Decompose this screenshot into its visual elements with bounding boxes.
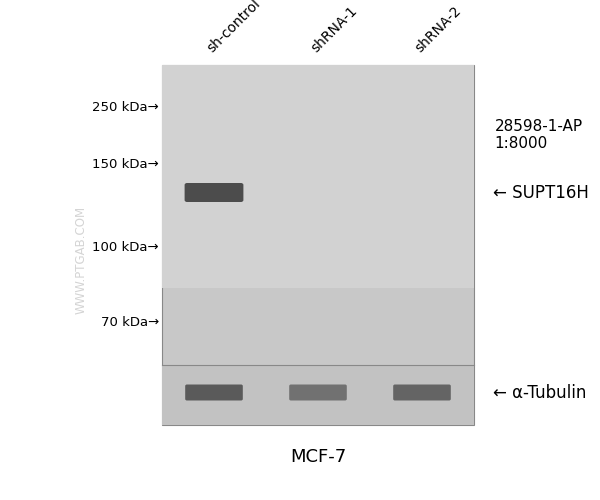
Text: WWW.PTGAB.COM: WWW.PTGAB.COM: [74, 206, 88, 314]
FancyBboxPatch shape: [185, 183, 244, 202]
FancyBboxPatch shape: [393, 384, 451, 400]
FancyBboxPatch shape: [185, 384, 243, 400]
Text: 28598-1-AP
1:8000: 28598-1-AP 1:8000: [494, 119, 583, 151]
Text: ← SUPT16H: ← SUPT16H: [493, 184, 589, 202]
FancyBboxPatch shape: [289, 384, 347, 400]
Bar: [162, 365, 474, 425]
Text: 150 kDa→: 150 kDa→: [92, 158, 159, 172]
Text: 250 kDa→: 250 kDa→: [92, 101, 159, 114]
Text: sh-control: sh-control: [204, 0, 263, 55]
Text: shRNA-2: shRNA-2: [412, 4, 464, 55]
Text: ← α-Tubulin: ← α-Tubulin: [493, 384, 587, 402]
Text: MCF-7: MCF-7: [290, 448, 346, 466]
Text: 100 kDa→: 100 kDa→: [92, 241, 159, 254]
Bar: [162, 65, 474, 425]
Bar: [162, 65, 474, 288]
Text: 70 kDa→: 70 kDa→: [101, 316, 159, 329]
Text: shRNA-1: shRNA-1: [308, 4, 359, 55]
